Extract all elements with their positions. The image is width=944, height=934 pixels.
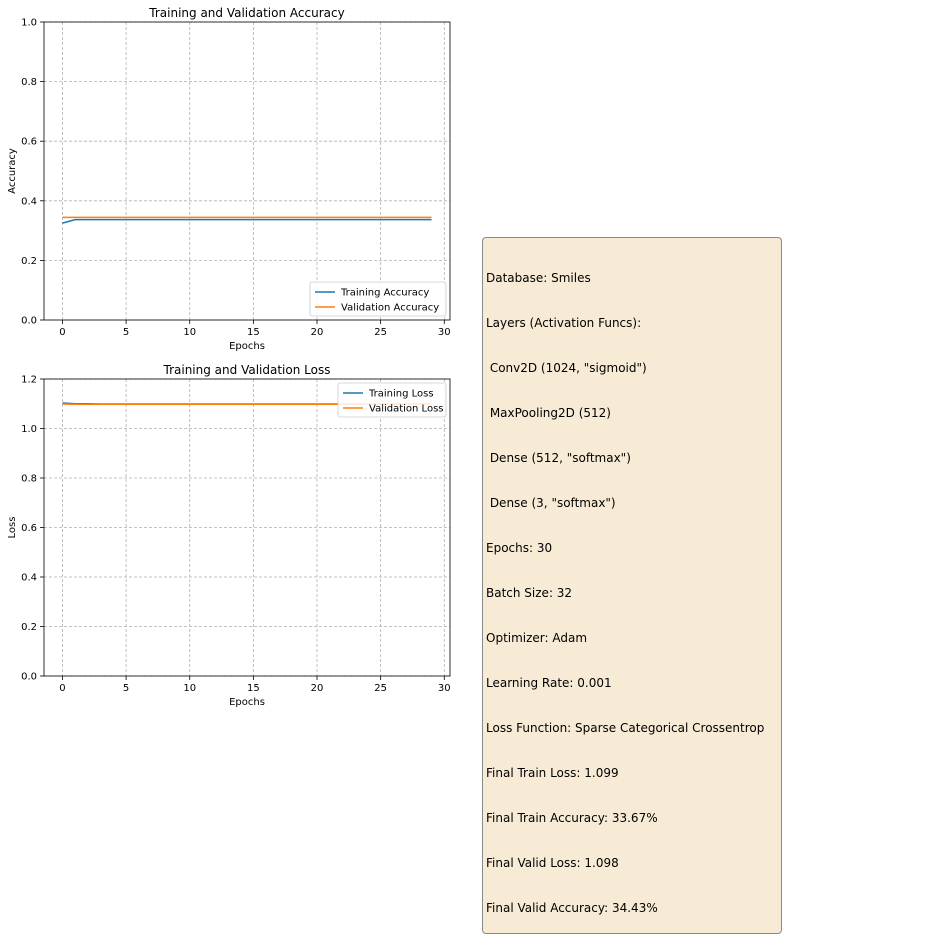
chart1-x-axis-label: Epochs (229, 341, 265, 352)
chart1-y-tick-label-0-6: 0.6 (21, 137, 37, 148)
chart2-y-tick-label-0-4: 0.4 (21, 573, 37, 584)
info-layer-dense-512: Dense (512, "softmax") (486, 451, 781, 466)
loss-chart: 0 5 10 15 20 25 30 0.0 0.2 0.4 0.6 0.8 1.0 1.2 Trainin… (7, 363, 451, 708)
info-optimizer: Optimizer: Adam (486, 631, 781, 646)
chart2-y-axis-label: Loss (7, 517, 18, 539)
chart2-title: Training and Validation Loss (163, 363, 331, 377)
info-final-valid-loss: Final Valid Loss: 1.098 (486, 856, 781, 871)
info-final-train-accuracy: Final Train Accuracy: 33.67% (486, 811, 781, 826)
chart1-y-axis-label: Accuracy (7, 148, 18, 194)
chart1-y-tick-label-0: 0.0 (21, 316, 37, 327)
info-layer-conv2d: Conv2D (1024, "sigmoid") (486, 361, 781, 376)
chart1-x-tick-label-30: 30 (438, 327, 451, 338)
chart1-x-tick-label-10: 10 (183, 327, 196, 338)
chart1-y-tick-label-0-2: 0.2 (21, 256, 37, 267)
chart1-x-tick-label-0: 0 (59, 327, 65, 338)
chart2-x-tick-label-20: 20 (311, 683, 324, 694)
info-final-train-loss: Final Train Loss: 1.099 (486, 766, 781, 781)
chart2-y-tick-label-0: 0.0 (21, 672, 37, 683)
chart2-y-tick-label-0-2: 0.2 (21, 622, 37, 633)
info-final-valid-accuracy: Final Valid Accuracy: 34.43% (486, 901, 781, 916)
chart1-x-tick-label-15: 15 (247, 327, 260, 338)
info-layers-heading: Layers (Activation Funcs): (486, 316, 781, 331)
chart2-x-tick-label-5: 5 (123, 683, 129, 694)
info-batch-size: Batch Size: 32 (486, 586, 781, 601)
chart1-title: Training and Validation Accuracy (148, 6, 344, 20)
chart1-legend-label-training-accuracy: Training Accuracy (340, 288, 429, 299)
chart1-plot-area (44, 22, 450, 320)
chart1-x-tick-label-5: 5 (123, 327, 129, 338)
info-loss-function: Loss Function: Sparse Categorical Crosse… (486, 721, 781, 736)
chart2-x-axis-label: Epochs (229, 697, 265, 708)
info-learning-rate: Learning Rate: 0.001 (486, 676, 781, 691)
chart2-y-tick-label-0-6: 0.6 (21, 523, 37, 534)
chart2-y-tick-label-1-2: 1.2 (21, 375, 37, 386)
chart1-y-tick-label-1: 1.0 (21, 18, 37, 29)
chart2-legend: Training Loss Validation Loss (338, 383, 446, 417)
chart2-x-tick-label-25: 25 (374, 683, 387, 694)
info-layer-dense-3: Dense (3, "softmax") (486, 496, 781, 511)
info-database: Database: Smiles (486, 271, 781, 286)
chart2-x-tick-label-30: 30 (438, 683, 451, 694)
chart2-y-tick-label-0-8: 0.8 (21, 474, 37, 485)
chart1-y-tick-label-0-4: 0.4 (21, 196, 37, 207)
chart2-x-tick-label-0: 0 (59, 683, 65, 694)
chart2-legend-label-validation-loss: Validation Loss (369, 404, 444, 415)
accuracy-chart: 0 5 10 15 20 25 30 0.0 0.2 0.4 0.6 0.8 1.0 Training a… (7, 6, 451, 352)
chart2-x-tick-label-10: 10 (183, 683, 196, 694)
chart1-legend: Training Accuracy Validation Accuracy (310, 282, 446, 316)
info-epochs: Epochs: 30 (486, 541, 781, 556)
chart2-y-tick-label-1: 1.0 (21, 424, 37, 435)
chart2-legend-label-training-loss: Training Loss (368, 389, 434, 400)
training-info-box: Database: Smiles Layers (Activation Func… (482, 237, 782, 934)
info-layer-maxpooling: MaxPooling2D (512) (486, 406, 781, 421)
chart1-legend-label-validation-accuracy: Validation Accuracy (341, 303, 439, 314)
chart1-x-tick-label-20: 20 (311, 327, 324, 338)
chart2-x-tick-label-15: 15 (247, 683, 260, 694)
chart1-x-tick-label-25: 25 (374, 327, 387, 338)
figure-canvas: 0 5 10 15 20 25 30 0.0 0.2 0.4 0.6 0.8 1.0 Training a… (0, 0, 944, 713)
chart1-y-tick-label-0-8: 0.8 (21, 77, 37, 88)
